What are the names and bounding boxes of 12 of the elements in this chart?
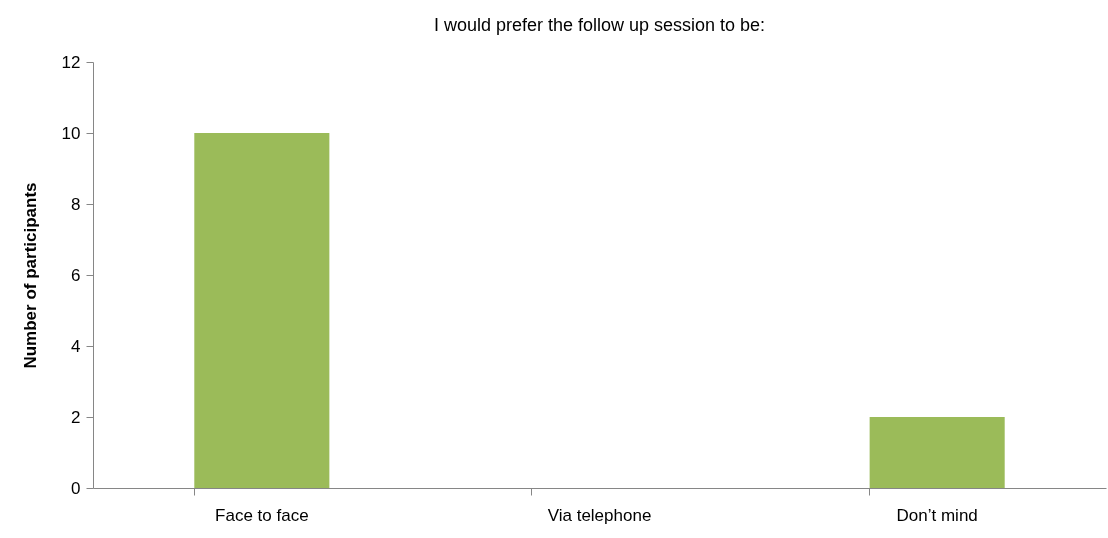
- y-tick-label: 12: [61, 52, 81, 72]
- chart-title: I would prefer the follow up session to be:: [433, 15, 766, 35]
- x-tick-label: Face to face: [215, 505, 309, 525]
- x-tick-label: Don’t mind: [896, 505, 978, 525]
- y-axis-title: Number of participants: [20, 182, 40, 369]
- y-tick-label: 6: [71, 265, 81, 285]
- y-tick-label: 4: [71, 336, 81, 356]
- y-tick-label: 2: [71, 407, 81, 427]
- y-tick-label: 8: [71, 194, 81, 214]
- y-tick-label: 0: [71, 478, 81, 498]
- x-tick-label: Via telephone: [547, 505, 652, 525]
- y-tick-label: 10: [61, 123, 81, 143]
